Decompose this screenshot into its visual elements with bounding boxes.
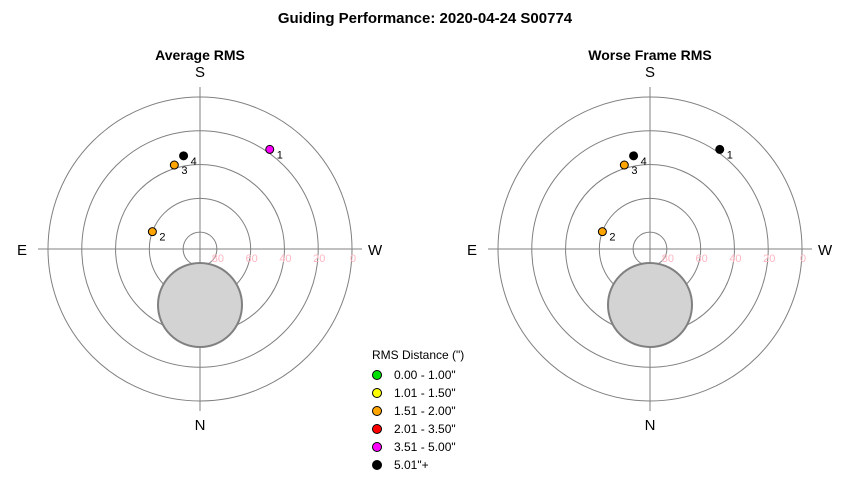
data-point (265, 144, 275, 154)
legend-item: 1.51 - 2.00" (372, 402, 464, 420)
polar-plot: Worse Frame RMS 80 60 40 20 0 S N E W 1 2 34 (467, 47, 833, 434)
direction-label-right: W (818, 242, 833, 259)
polar-plot: Average RMS 80 60 40 20 0 S N E W 1 2 34 (17, 47, 383, 434)
legend-swatch (372, 460, 382, 470)
data-point (715, 144, 725, 154)
radial-tick-label: 80 (212, 253, 224, 265)
legend-label: 5.01"+ (394, 458, 429, 472)
radial-tick-label: 40 (729, 253, 741, 265)
radial-tick-label: 80 (662, 253, 674, 265)
data-point (147, 227, 157, 237)
data-point-label: 4 (641, 156, 647, 168)
obstruction-circle (157, 262, 243, 348)
radial-tick-label: 0 (800, 253, 806, 265)
altitude-ring (81, 130, 319, 368)
legend-title: RMS Distance (") (372, 348, 465, 362)
legend-item: 3.51 - 5.00" (372, 438, 464, 456)
legend-label: 0.00 - 1.00" (394, 368, 456, 382)
radial-tick-label: 40 (279, 253, 291, 265)
altitude-ring (47, 96, 353, 402)
data-point (629, 151, 639, 161)
data-point-label: 3 (631, 165, 637, 177)
radial-tick-label: 60 (696, 253, 708, 265)
direction-label-left: E (17, 242, 27, 259)
radial-tick-label: 20 (763, 253, 775, 265)
data-point-label: 2 (159, 232, 165, 244)
plot-title: Worse Frame RMS (588, 47, 711, 63)
legend-label: 2.01 - 3.50" (394, 422, 456, 436)
legend: RMS Distance (") 0.00 - 1.00" 1.01 - 1.5… (372, 348, 464, 474)
legend-item: 1.01 - 1.50" (372, 384, 464, 402)
radial-tick-label: 60 (246, 253, 258, 265)
data-point-label: 1 (277, 149, 283, 161)
altitude-ring (497, 96, 803, 402)
legend-label: 3.51 - 5.00" (394, 440, 456, 454)
data-point-label: 2 (609, 232, 615, 244)
data-point (169, 160, 179, 170)
direction-label-bottom: N (645, 417, 656, 434)
direction-label-left: E (467, 242, 477, 259)
data-point (619, 160, 629, 170)
legend-swatch (372, 424, 382, 434)
data-point-label: 3 (181, 165, 187, 177)
data-point (597, 227, 607, 237)
legend-swatch (372, 442, 382, 452)
direction-label-top: S (195, 64, 205, 81)
data-point (179, 151, 189, 161)
page-title: Guiding Performance: 2020-04-24 S00774 (277, 10, 573, 27)
legend-swatch (372, 406, 382, 416)
legend-swatch (372, 388, 382, 398)
legend-swatch (372, 370, 382, 380)
plot-title: Average RMS (155, 47, 245, 63)
direction-label-right: W (368, 242, 383, 259)
radial-tick-label: 20 (313, 253, 325, 265)
legend-item: 5.01"+ (372, 456, 464, 474)
direction-label-bottom: N (195, 417, 206, 434)
data-point-label: 4 (191, 156, 197, 168)
altitude-ring (531, 130, 769, 368)
direction-label-top: S (645, 64, 655, 81)
legend-item: 2.01 - 3.50" (372, 420, 464, 438)
legend-label: 1.51 - 2.00" (394, 404, 456, 418)
legend-label: 1.01 - 1.50" (394, 386, 456, 400)
data-point-label: 1 (727, 149, 733, 161)
obstruction-circle (607, 262, 693, 348)
legend-item: 0.00 - 1.00" (372, 366, 464, 384)
radial-tick-label: 0 (350, 253, 356, 265)
